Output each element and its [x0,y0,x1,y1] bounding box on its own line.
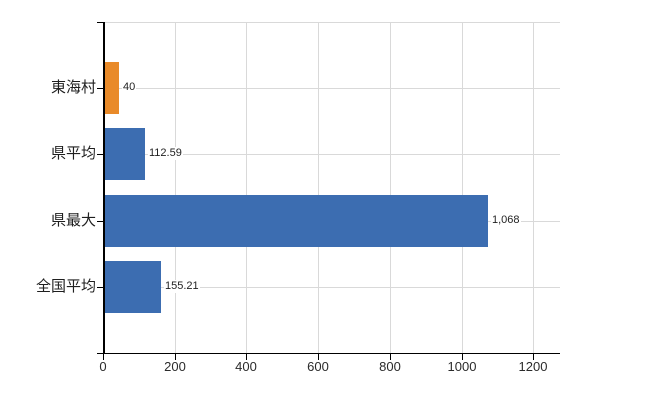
y-axis-tick [97,287,103,288]
bar-1 [105,62,119,114]
y-axis-tick [97,154,103,155]
x-axis-line [97,353,560,354]
plot-area-top-border [103,22,560,23]
x-tick-label: 1000 [447,359,477,374]
x-tick-label: 0 [99,359,107,374]
bar-3 [105,195,488,247]
y-axis-tick [97,88,103,89]
x-axis-tick [175,354,176,360]
x-axis-tick [318,354,319,360]
x-tick-label: 400 [235,359,257,374]
x-axis-tick [390,354,391,360]
bar-value-label: 1,068 [491,214,521,227]
horizontal-gridline [103,88,560,89]
bar-4 [105,261,161,313]
category-label: 全国平均 [35,278,96,295]
vertical-gridline [390,22,391,353]
bar-value-label: 155.21 [164,280,200,293]
category-label: 県平均 [50,145,96,162]
x-tick-label: 1200 [518,359,548,374]
bar-value-label: 40 [122,81,137,94]
y-axis-tick [97,221,103,222]
x-tick-label: 800 [379,359,401,374]
x-axis-tick [462,354,463,360]
bar-value-label: 112.59 [148,147,183,160]
vertical-gridline [318,22,319,353]
category-label: 東海村 [50,79,96,96]
vertical-gridline [533,22,534,353]
x-tick-label: 600 [307,359,329,374]
x-axis-tick [103,354,104,360]
x-axis-tick [533,354,534,360]
y-axis-end-tick [97,22,103,23]
bar-2 [105,128,145,180]
vertical-gridline [462,22,463,353]
category-label: 県最大 [50,212,96,229]
vertical-gridline [175,22,176,353]
horizontal-gridline [103,287,560,288]
x-axis-tick [246,354,247,360]
x-tick-label: 200 [164,359,186,374]
y-axis-line [103,22,105,353]
horizontal-gridline [103,154,560,155]
vertical-gridline [246,22,247,353]
